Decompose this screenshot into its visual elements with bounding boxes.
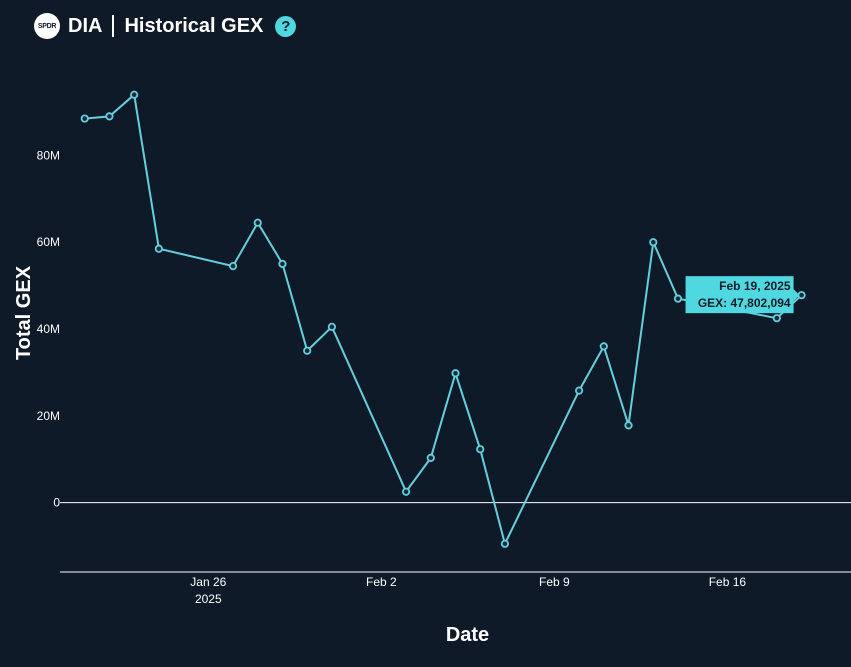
- data-point[interactable]: [476, 445, 485, 454]
- data-point[interactable]: [451, 369, 460, 378]
- data-point[interactable]: [500, 539, 510, 548]
- data-point[interactable]: [673, 294, 683, 303]
- data-point[interactable]: [278, 259, 287, 269]
- data-point[interactable]: [253, 218, 262, 227]
- y-tick-label: 0: [53, 496, 60, 510]
- data-point[interactable]: [80, 114, 89, 123]
- data-point[interactable]: [154, 244, 163, 253]
- y-tick-label: 40M: [37, 322, 60, 336]
- tooltip-date: Feb 19, 2025: [719, 279, 791, 293]
- x-tick-label: Feb 16: [709, 575, 747, 589]
- tooltip-value: GEX: 47,802,094: [698, 296, 791, 310]
- header-divider: [112, 15, 115, 37]
- data-point[interactable]: [624, 421, 633, 430]
- data-point[interactable]: [130, 90, 139, 99]
- x-axis-ticks: Jan 26 2025 Feb 2 Feb 9 Feb 16: [190, 575, 746, 606]
- data-point[interactable]: [649, 238, 658, 247]
- y-tick-label: 20M: [37, 409, 60, 423]
- series-line: [84, 92, 803, 547]
- tooltip-arrow: [793, 289, 800, 302]
- ticker-symbol: DIA: [68, 14, 103, 37]
- hover-tooltip: Feb 19, 2025 GEX: 47,802,094: [685, 276, 800, 314]
- tooltip-box: [685, 276, 794, 314]
- x-tick-label: Feb 2: [366, 575, 397, 589]
- data-point[interactable]: [228, 262, 238, 271]
- y-tick-label: 80M: [37, 148, 60, 162]
- page-title: Historical GEX: [124, 14, 264, 37]
- x-tick-label: Jan 26: [190, 575, 226, 589]
- data-points: [80, 90, 806, 548]
- data-point[interactable]: [401, 487, 411, 496]
- y-axis-ticks: 0 20M 40M 60M 80M: [37, 148, 61, 509]
- x-tick-label: Feb 9: [539, 575, 570, 589]
- y-axis-title: Total GEX: [13, 265, 35, 360]
- data-point[interactable]: [574, 386, 584, 395]
- y-tick-label: 60M: [37, 235, 60, 249]
- data-point[interactable]: [327, 322, 337, 331]
- spdr-logo-icon: SPDR: [34, 13, 60, 39]
- x-axis-title: Date: [446, 624, 489, 646]
- help-icon[interactable]: ?: [275, 15, 297, 37]
- x-tick-sublabel: 2025: [195, 592, 222, 606]
- data-point[interactable]: [105, 112, 114, 121]
- data-point[interactable]: [599, 342, 608, 351]
- data-point[interactable]: [772, 314, 781, 323]
- data-point[interactable]: [426, 453, 435, 462]
- data-point[interactable]: [303, 346, 312, 355]
- chart-header: SPDR DIA Historical GEX ?: [34, 10, 297, 42]
